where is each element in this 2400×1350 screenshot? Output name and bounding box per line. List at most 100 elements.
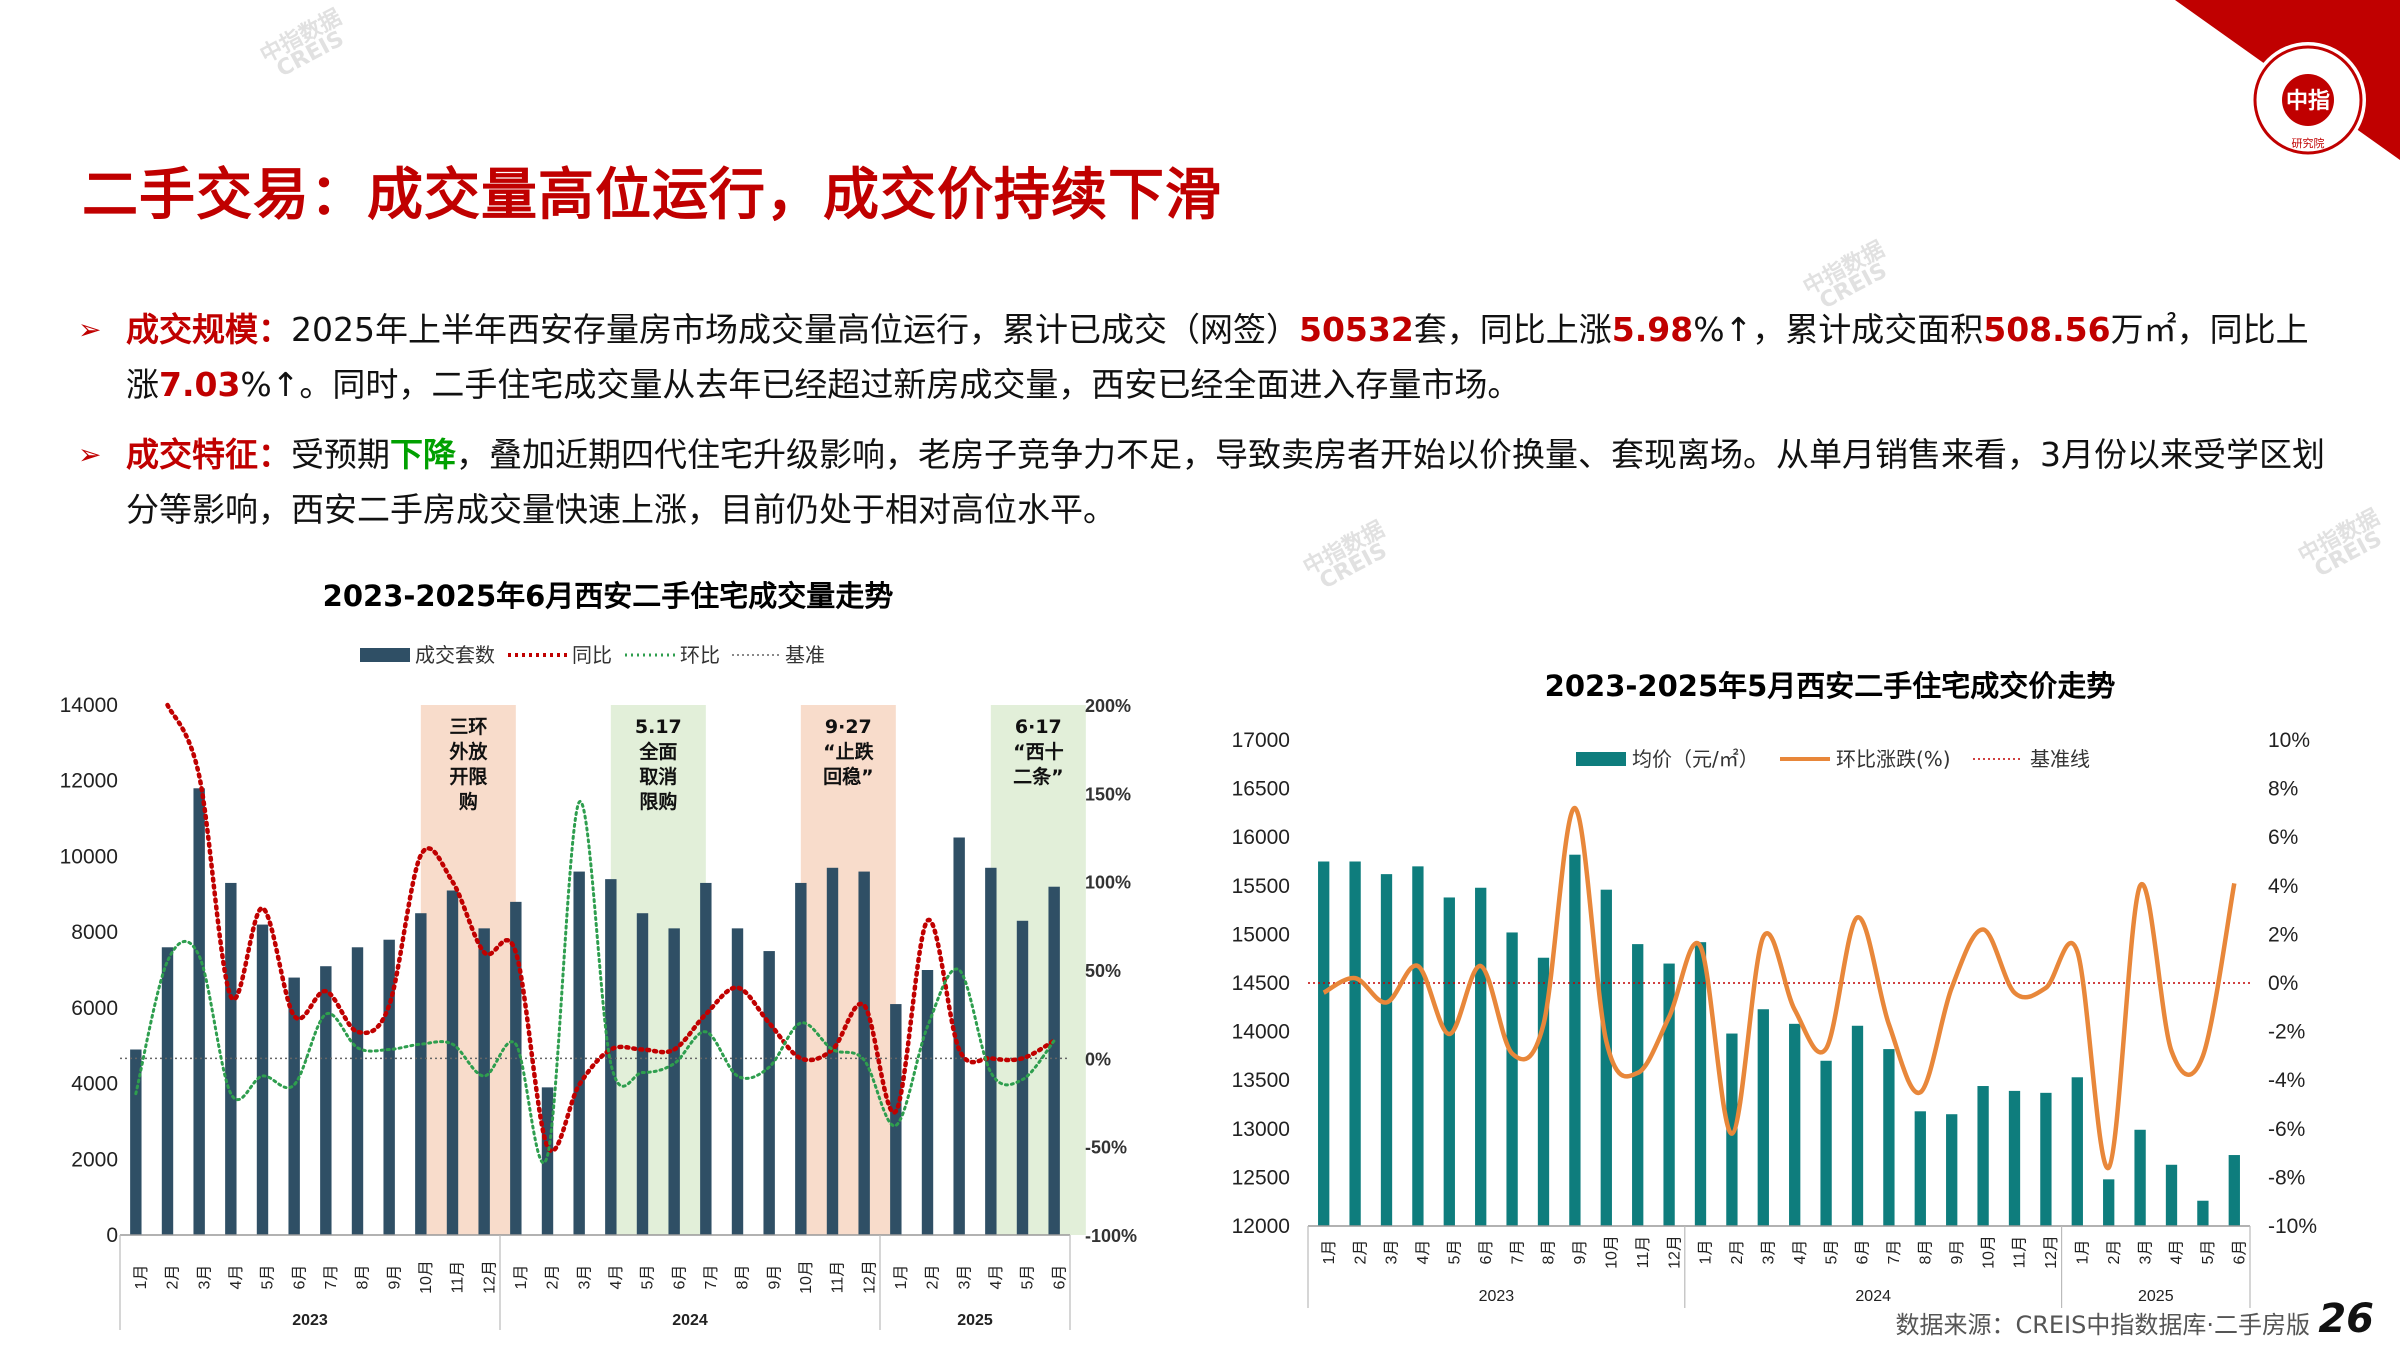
y-tick-left: 16000 <box>1232 826 1290 849</box>
bar-price <box>1851 1025 1864 1226</box>
logo-center-text: 中指 <box>2286 89 2330 114</box>
bar-volume <box>446 890 459 1235</box>
bar-volume <box>921 970 934 1235</box>
x-tick-label: 12月 <box>1666 1235 1683 1269</box>
x-tick-label: 4月 <box>1792 1240 1809 1265</box>
bar-price <box>1349 861 1361 1226</box>
x-tick-label: 4月 <box>1415 1240 1432 1265</box>
policy-annotation-line: 限购 <box>639 790 677 813</box>
bar-volume <box>731 928 744 1235</box>
policy-annotation-line: 三环 <box>449 716 487 738</box>
bar-volume <box>161 947 174 1235</box>
x-tick-label: 9月 <box>766 1265 783 1290</box>
x-group-label: 2025 <box>957 1312 993 1329</box>
x-tick-label: 4月 <box>608 1265 625 1290</box>
x-tick-label: 3月 <box>1384 1240 1401 1265</box>
x-tick-label: 5月 <box>260 1265 277 1290</box>
bar-volume <box>953 837 965 1235</box>
x-tick-label: 9月 <box>1572 1240 1589 1265</box>
x-tick-label: 4月 <box>988 1265 1005 1290</box>
x-tick-label: 6月 <box>1051 1265 1068 1290</box>
bar-volume <box>351 947 364 1235</box>
y-tick-right: 4% <box>2268 875 2298 898</box>
legend-swatch-price <box>1576 752 1626 766</box>
bullet-scale-part3: %↑，累计成交面积 <box>1693 310 1984 349</box>
logo-seal-center <box>2282 74 2334 126</box>
y-tick-left: 2000 <box>71 1148 118 1171</box>
legend-label-mom: 环比涨跌(%) <box>1836 747 1951 771</box>
y-tick-left: 6000 <box>71 997 118 1020</box>
y-tick-right: 10% <box>2268 729 2310 752</box>
bar-volume <box>383 939 395 1235</box>
bar-price <box>1600 889 1612 1226</box>
y-tick-left: 0 <box>106 1224 118 1247</box>
bullet-scale: ➢ 成交规模：2025年上半年西安存量房市场成交量高位运行，累计已成交（网签）5… <box>78 302 2328 412</box>
x-tick-label: 6月 <box>2232 1240 2249 1265</box>
x-group-label: 2024 <box>1855 1288 1891 1305</box>
bullet-feature-text: 成交特征：受预期下降，叠加近期四代住宅升级影响，老房子竞争力不足，导致卖房者开始… <box>126 427 2328 537</box>
x-tick-label: 5月 <box>640 1265 657 1290</box>
x-tick-label: 11月 <box>2012 1236 2029 1269</box>
watermark: 中指数据 CREIS <box>256 5 349 83</box>
bar-price <box>1726 1033 1738 1226</box>
x-tick-label: 3月 <box>2137 1240 2154 1265</box>
x-tick-label: 7月 <box>1886 1240 1903 1265</box>
y-tick-right: -6% <box>2268 1118 2305 1141</box>
bar-volume <box>573 871 585 1235</box>
logo: 中指 研究院 <box>2175 0 2400 160</box>
bar-price <box>1412 866 1424 1226</box>
bar-price <box>1569 854 1581 1226</box>
y-tick-left: 17000 <box>1232 729 1290 752</box>
y-tick-left: 10000 <box>60 845 118 868</box>
deals-yoy-value: 5.98 <box>1611 310 1694 349</box>
series-line-mom <box>1322 805 2237 1170</box>
legend-label-baseline: 基准线 <box>2030 747 2090 771</box>
page-number: 26 <box>2318 1296 2374 1342</box>
legend-swatch-volume <box>360 648 410 662</box>
legend-label-price: 均价（元/㎡） <box>1632 747 1759 771</box>
bar-volume <box>478 928 490 1235</box>
policy-annotation-line: 购 <box>459 790 478 813</box>
y-tick-left: 13500 <box>1232 1069 1290 1092</box>
x-group-label: 2023 <box>1479 1288 1515 1305</box>
y-tick-left: 15500 <box>1232 875 1290 898</box>
logo-seal-ring <box>2253 45 2363 155</box>
bar-volume <box>985 867 997 1235</box>
policy-annotation-line: 开限 <box>449 766 487 788</box>
x-tick-label: 8月 <box>1918 1240 1935 1265</box>
policy-annotation-line: 6·17 <box>1015 716 1062 738</box>
bar-price <box>2040 1092 2052 1226</box>
policy-annotation-line: 外放 <box>449 740 488 763</box>
x-tick-label: 5月 <box>1020 1265 1037 1290</box>
x-tick-label: 1月 <box>133 1265 150 1290</box>
bullet-scale-part4: 万㎡，同比上涨 <box>126 310 2309 404</box>
x-tick-label: 4月 <box>2169 1240 2186 1265</box>
bar-volume <box>193 788 205 1235</box>
y-tick-left: 8000 <box>71 921 118 944</box>
y-tick-right: -50% <box>1085 1138 1127 1158</box>
policy-annotation-line: 二条” <box>1013 765 1064 788</box>
bar-volume <box>510 901 522 1235</box>
x-tick-label: 10月 <box>798 1260 815 1294</box>
y-tick-left: 14000 <box>1232 1021 1290 1044</box>
bar-price <box>1443 897 1455 1226</box>
x-tick-label: 11月 <box>830 1261 847 1294</box>
bullet-arrow-icon: ➢ <box>78 438 102 471</box>
x-tick-label: 9月 <box>386 1265 403 1290</box>
bullet-scale-part5: %↑。同时，二手住宅成交量从去年已经超过新房成交量，西安已经全面进入存量市场。 <box>240 365 1521 404</box>
bar-price <box>1789 1023 1801 1226</box>
x-group-label: 2023 <box>292 1312 328 1329</box>
x-tick-label: 3月 <box>956 1265 973 1290</box>
policy-annotation-line: 9·27 <box>825 716 872 738</box>
bar-price <box>1757 1009 1769 1226</box>
bar-price <box>1820 1060 1832 1226</box>
y-tick-right: -100% <box>1085 1226 1137 1246</box>
x-tick-label: 2月 <box>1729 1240 1746 1265</box>
y-tick-left: 16500 <box>1232 778 1290 801</box>
bar-volume <box>415 913 427 1235</box>
policy-band <box>990 705 1086 1235</box>
bullet-scale-text: 成交规模：2025年上半年西安存量房市场成交量高位运行，累计已成交（网签）505… <box>126 302 2328 412</box>
policy-annotation-line: “西十 <box>1013 740 1064 763</box>
y-tick-left: 12000 <box>1232 1215 1290 1238</box>
bullet-arrow-icon: ➢ <box>78 313 102 346</box>
